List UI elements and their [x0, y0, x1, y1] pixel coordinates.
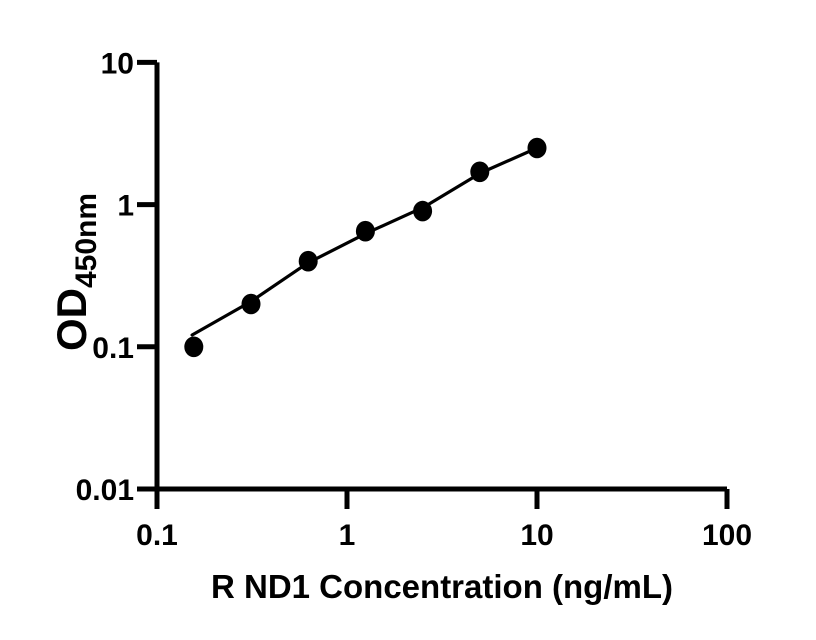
y-axis-title-main: OD [48, 288, 95, 351]
fit-line [190, 146, 539, 337]
y-axis-title-subscript: 450nm [70, 193, 103, 288]
axis-spines [154, 62, 727, 492]
y-tick-label: 0.01 [76, 474, 134, 507]
y-tick-label: 1 [117, 190, 134, 223]
x-tick-label: 0.1 [136, 519, 178, 552]
data-point [184, 336, 204, 358]
x-tick-label: 10 [520, 519, 553, 552]
y-axis-title: OD450nm [48, 193, 103, 351]
x-tick-label: 1 [339, 519, 356, 552]
y-tick-label: 0.1 [92, 332, 134, 365]
series-layer [184, 137, 547, 358]
x-tick-label: 100 [702, 519, 752, 552]
y-tick-label: 10 [101, 47, 134, 80]
x-axis-title: R ND1 Concentration (ng/mL) [211, 568, 673, 605]
